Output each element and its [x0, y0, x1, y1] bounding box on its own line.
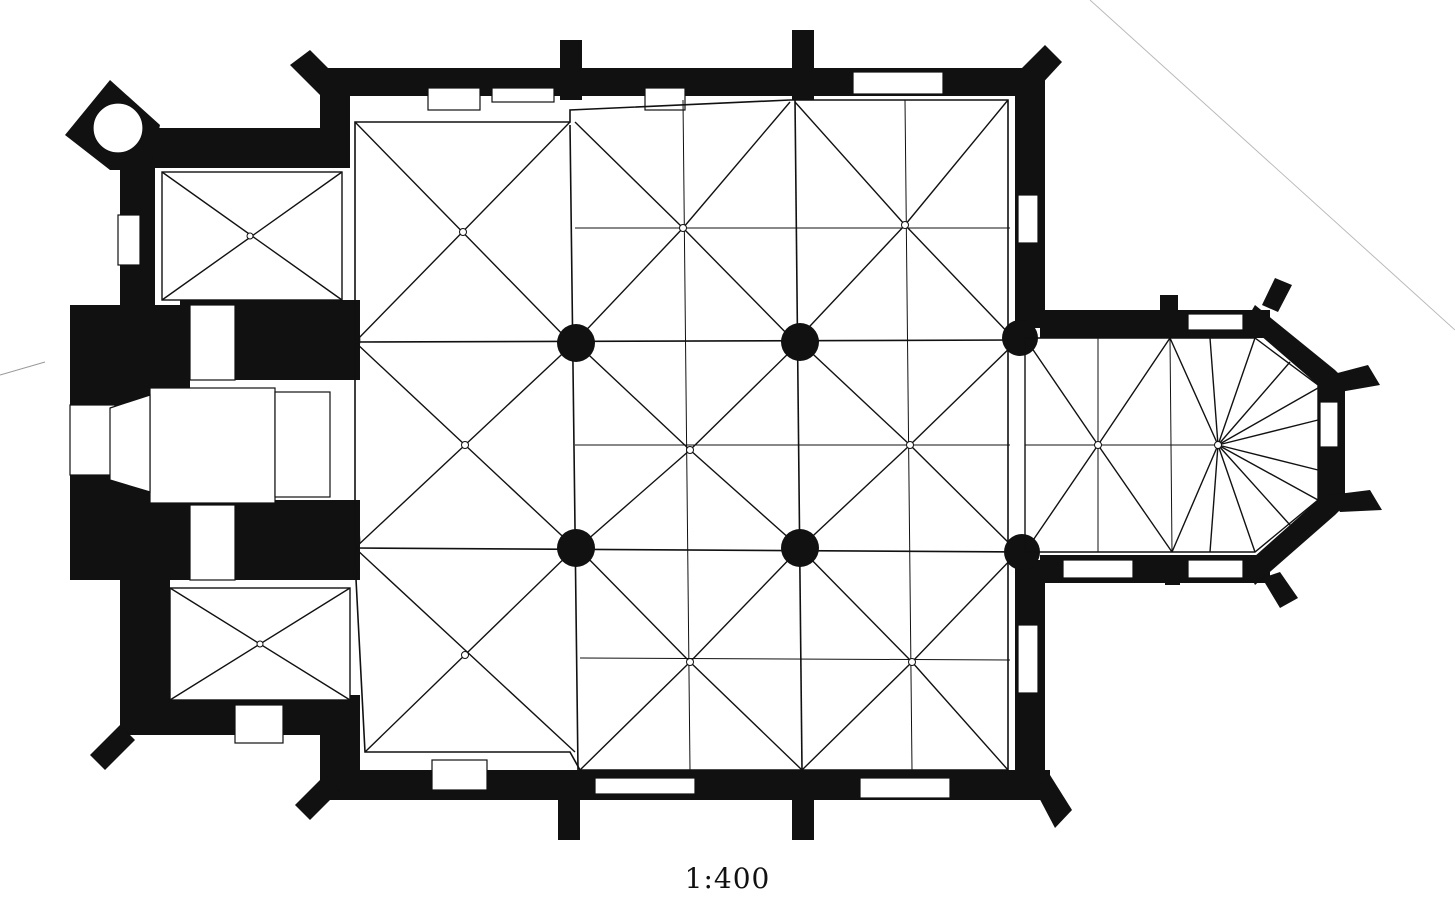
buttresses [90, 30, 1382, 840]
nave-piers [557, 320, 1040, 570]
edge-mark [0, 361, 46, 376]
edge-line [1089, 0, 1455, 331]
scale-label: 1:400 [684, 862, 771, 895]
west-chapels [161, 171, 351, 701]
windows [69, 71, 1339, 799]
chancel-vaulting [1024, 337, 1319, 553]
west-portal [109, 304, 361, 581]
outer-walls [65, 68, 1345, 800]
nave-vaulting [354, 99, 1021, 771]
